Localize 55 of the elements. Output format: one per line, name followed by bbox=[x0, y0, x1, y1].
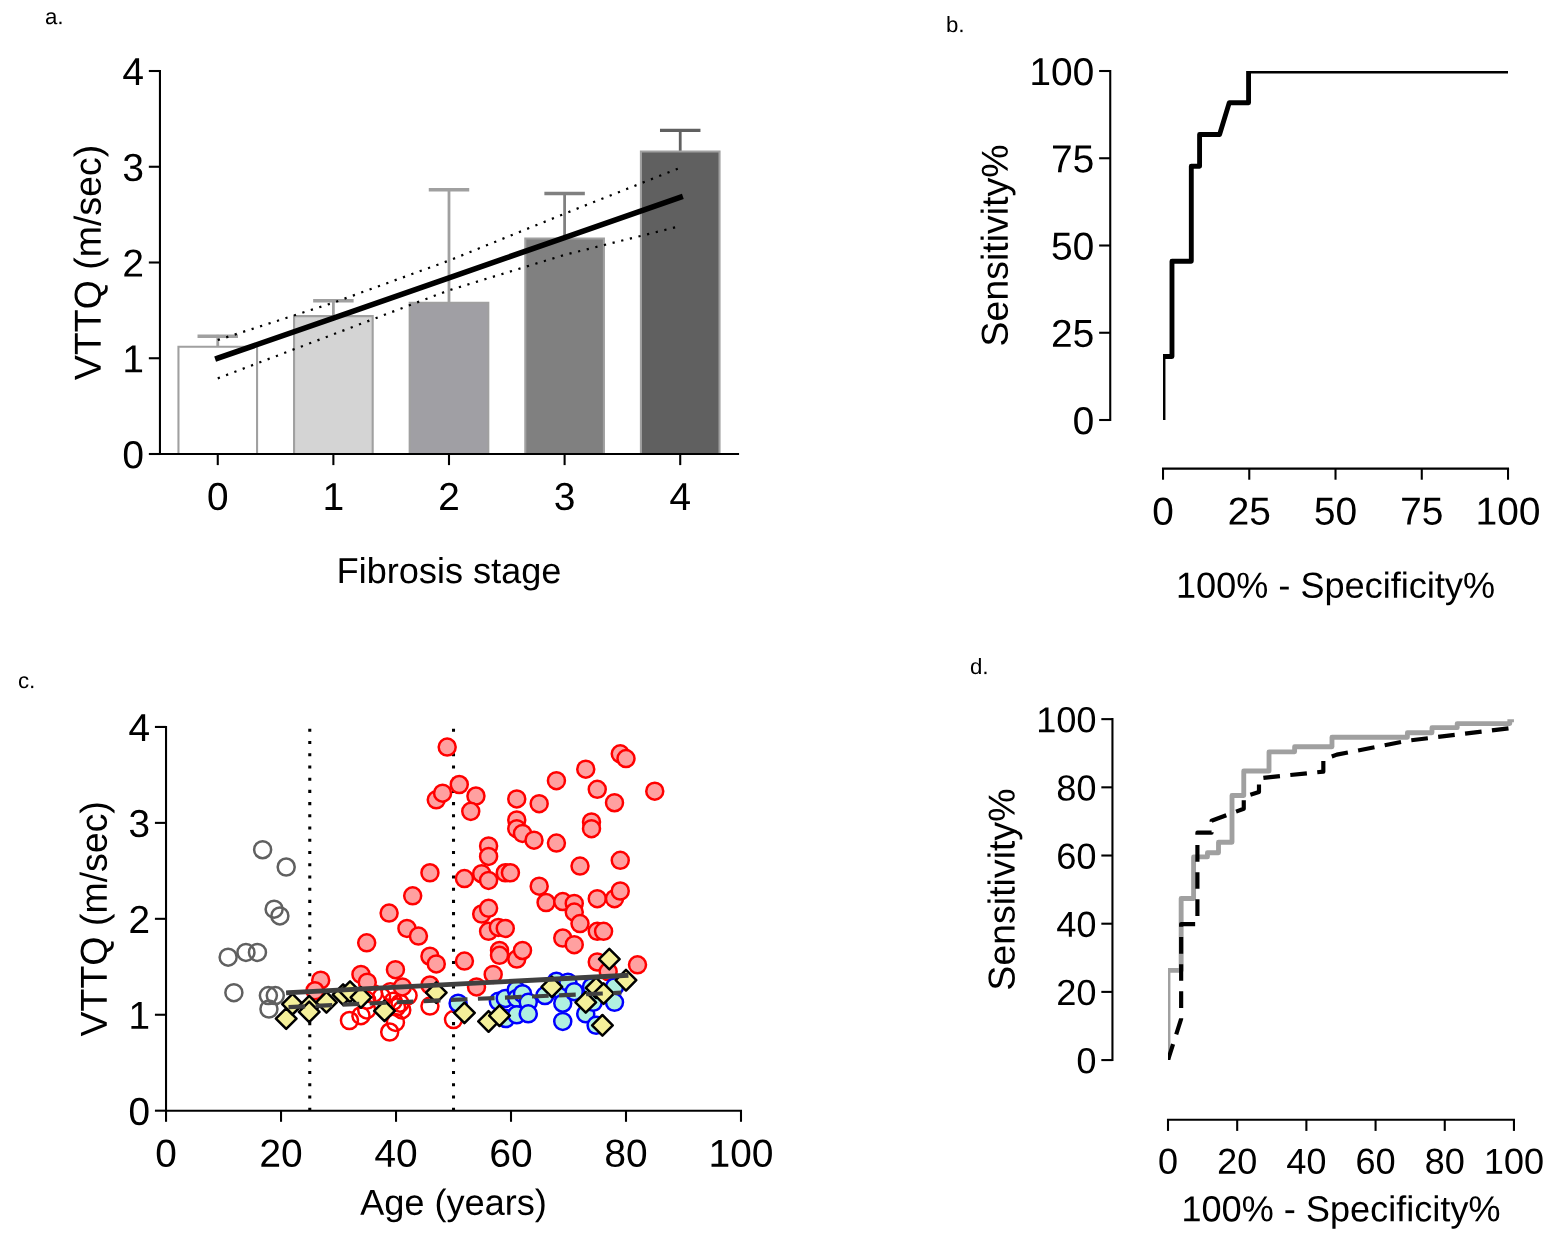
y-tick-label: 3 bbox=[129, 809, 149, 838]
x-tick-label: 0 bbox=[208, 482, 228, 511]
x-axis-title: 100% - Specificity% bbox=[1184, 1195, 1500, 1229]
y-tick-label: 0 bbox=[1074, 406, 1093, 435]
x-axis-title: 100% - Specificity% bbox=[1178, 571, 1494, 606]
chart-title: a. bbox=[45, 12, 62, 25]
x-tick-label: 2 bbox=[440, 482, 458, 510]
x-axis-title: Age (years) bbox=[360, 1188, 545, 1223]
x-tick-label: 0 bbox=[156, 1139, 176, 1168]
y-axis-title: Sensitivity% bbox=[980, 145, 1016, 345]
y-tick-label: 100 bbox=[1032, 57, 1093, 86]
x-tick-label: 60 bbox=[491, 1139, 532, 1168]
y-tick-label: 1 bbox=[131, 1002, 149, 1029]
x-tick-label: 0 bbox=[1159, 1148, 1177, 1175]
y-axis-title: Sensitivity% bbox=[987, 789, 1023, 989]
x-tick-label: 1 bbox=[325, 483, 343, 510]
x-tick-label: 100 bbox=[1478, 497, 1539, 525]
y-tick-label: 4 bbox=[129, 714, 149, 742]
x-tick-label: 80 bbox=[606, 1139, 647, 1168]
y-axis-title: VTTQ (m/sec) bbox=[79, 803, 115, 1037]
y-tick-label: 0 bbox=[129, 1097, 149, 1126]
y-tick-label: 60 bbox=[1058, 843, 1096, 869]
chart-title: c. bbox=[18, 676, 34, 689]
x-tick-label: 4 bbox=[670, 483, 690, 510]
x-tick-label: 20 bbox=[261, 1139, 302, 1168]
x-tick-label: 25 bbox=[1229, 497, 1270, 525]
x-tick-label: 100 bbox=[711, 1139, 772, 1168]
y-tick-label: 0 bbox=[123, 440, 143, 469]
x-tick-label: 20 bbox=[1218, 1148, 1256, 1175]
x-tick-label: 60 bbox=[1357, 1148, 1395, 1175]
x-tick-label: 50 bbox=[1315, 497, 1356, 525]
y-tick-label: 75 bbox=[1053, 145, 1093, 173]
y-tick-label: 1 bbox=[125, 345, 143, 373]
y-tick-label: 2 bbox=[124, 249, 143, 277]
y-tick-label: 20 bbox=[1058, 979, 1096, 1006]
y-tick-label: 50 bbox=[1052, 232, 1093, 260]
x-tick-label: 3 bbox=[555, 482, 574, 511]
x-tick-label: 40 bbox=[375, 1139, 417, 1168]
x-tick-label: 100 bbox=[1486, 1148, 1543, 1175]
x-tick-label: 80 bbox=[1426, 1148, 1464, 1175]
text: b. bbox=[947, 16, 963, 33]
y-tick-label: 2 bbox=[130, 905, 149, 933]
y-tick-label: 4 bbox=[123, 58, 143, 86]
y-tick-label: 3 bbox=[123, 153, 143, 182]
y-tick-label: 0 bbox=[1077, 1047, 1096, 1074]
y-axis-title: VTTQ (m/sec) bbox=[73, 147, 109, 381]
y-tick-label: 40 bbox=[1057, 911, 1096, 938]
y-tick-label: 100 bbox=[1038, 707, 1096, 733]
y-tick-label: 25 bbox=[1052, 319, 1093, 348]
y-tick-label: 80 bbox=[1057, 775, 1096, 801]
x-axis-title: Fibrosis stage bbox=[339, 556, 560, 591]
x-tick-label: 40 bbox=[1287, 1148, 1326, 1175]
x-tick-label: 75 bbox=[1402, 497, 1442, 525]
text: d. bbox=[970, 658, 987, 675]
x-tick-label: 0 bbox=[1153, 497, 1173, 525]
